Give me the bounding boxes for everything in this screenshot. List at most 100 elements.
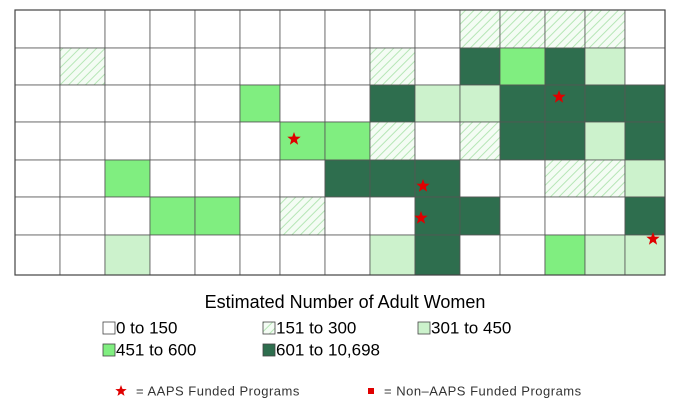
county <box>59 159 106 198</box>
county <box>459 121 501 161</box>
county <box>149 47 196 86</box>
county <box>324 159 371 198</box>
star-symbol <box>115 385 127 396</box>
aaps-star <box>414 211 428 224</box>
county <box>584 159 626 198</box>
state-outline <box>14 9 666 276</box>
county <box>14 234 61 276</box>
county <box>584 9 626 49</box>
county <box>279 9 326 49</box>
legend-swatch <box>102 321 116 335</box>
county <box>414 9 461 49</box>
county <box>104 84 151 123</box>
county <box>14 47 61 86</box>
county <box>14 121 61 161</box>
county <box>279 84 326 123</box>
county <box>194 121 241 161</box>
county <box>239 9 281 49</box>
county <box>59 196 106 236</box>
county <box>149 234 196 276</box>
marker-legend: = AAPS Funded Programs = Non–AAPS Funded … <box>115 383 581 398</box>
county <box>459 196 501 236</box>
county <box>459 159 501 198</box>
county <box>369 196 416 236</box>
county <box>239 159 281 198</box>
county <box>104 196 151 236</box>
county <box>279 47 326 86</box>
county <box>544 159 586 198</box>
county <box>239 121 281 161</box>
county <box>104 159 151 198</box>
county <box>194 84 241 123</box>
county <box>194 159 241 198</box>
county <box>544 47 586 86</box>
county <box>459 47 501 86</box>
legend-swatch <box>102 343 116 357</box>
county <box>279 121 326 161</box>
county <box>59 234 106 276</box>
county <box>14 84 61 123</box>
county <box>369 121 416 161</box>
county <box>624 9 666 49</box>
county <box>324 121 371 161</box>
county <box>624 196 666 236</box>
square-symbol <box>368 388 374 394</box>
county <box>14 9 61 49</box>
aaps-star <box>287 132 301 145</box>
county <box>584 121 626 161</box>
county <box>544 121 586 161</box>
aaps-star <box>416 179 430 192</box>
county <box>59 9 106 49</box>
county <box>324 196 371 236</box>
county <box>149 84 196 123</box>
aaps-star <box>552 90 566 103</box>
county <box>499 47 546 86</box>
county <box>194 47 241 86</box>
county <box>14 196 61 236</box>
county <box>624 234 666 276</box>
county <box>279 234 326 276</box>
county <box>624 159 666 198</box>
county <box>459 9 501 49</box>
county <box>544 234 586 276</box>
county <box>59 47 106 86</box>
county <box>194 234 241 276</box>
county <box>369 84 416 123</box>
county <box>239 234 281 276</box>
county <box>414 121 461 161</box>
county <box>414 159 461 198</box>
legend-label: 151 to 300 <box>276 318 356 337</box>
county <box>59 84 106 123</box>
county <box>104 47 151 86</box>
county <box>239 84 281 123</box>
county <box>414 234 461 276</box>
county <box>369 9 416 49</box>
county <box>499 196 546 236</box>
county <box>544 84 586 123</box>
county <box>149 9 196 49</box>
county <box>499 121 546 161</box>
program-markers <box>287 90 660 245</box>
county <box>369 47 416 86</box>
county <box>584 84 626 123</box>
legend-label: 601 to 10,698 <box>276 340 380 359</box>
county <box>279 196 326 236</box>
county <box>104 121 151 161</box>
legend-label: 301 to 450 <box>431 318 511 337</box>
county <box>499 9 546 49</box>
county <box>104 234 151 276</box>
county-map <box>14 9 666 276</box>
county <box>14 159 61 198</box>
county <box>239 47 281 86</box>
county <box>149 159 196 198</box>
legend: 0 to 150 151 to 300 301 to 450 451 to 600 60… <box>102 318 511 359</box>
county <box>414 84 461 123</box>
legend-title: Estimated Number of Adult Women <box>205 292 486 312</box>
county <box>324 9 371 49</box>
legend-label: 451 to 600 <box>116 340 196 359</box>
county <box>59 121 106 161</box>
county <box>624 84 666 123</box>
county <box>459 84 501 123</box>
county <box>369 234 416 276</box>
